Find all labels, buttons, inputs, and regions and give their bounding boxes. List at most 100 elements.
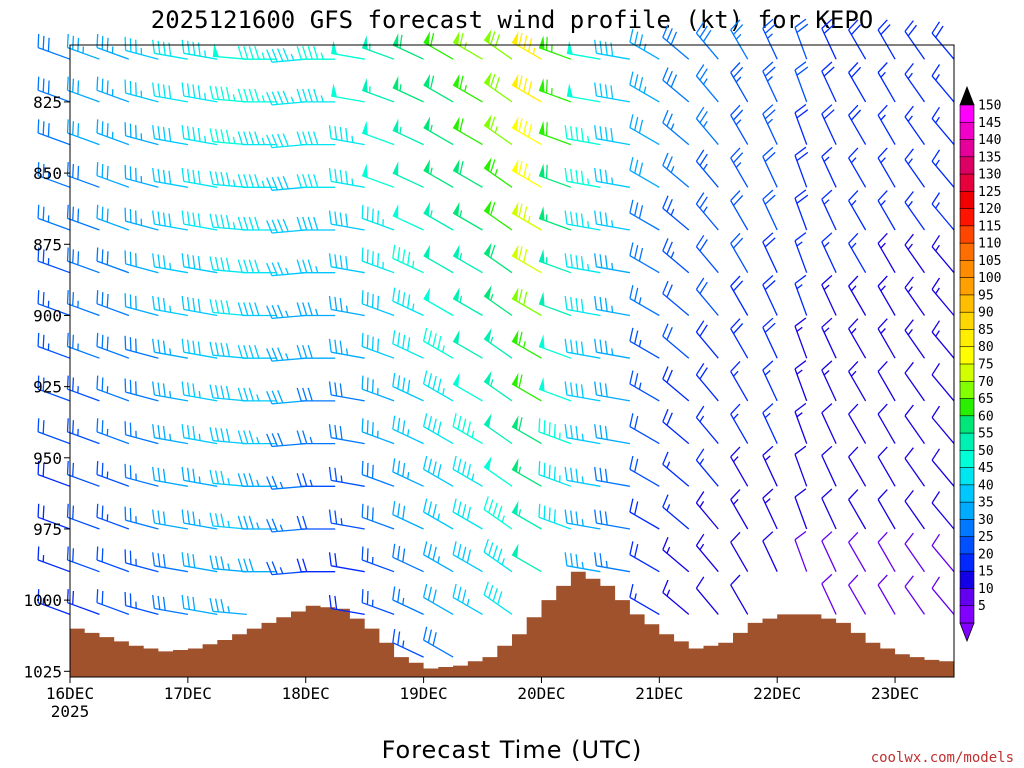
barb-full	[296, 430, 302, 444]
barb-half	[204, 50, 207, 58]
barb-full	[296, 473, 302, 487]
barb-staff	[271, 571, 306, 576]
barb-half	[850, 328, 857, 334]
barb-full	[124, 421, 127, 435]
barb-half	[256, 394, 260, 402]
barb-half	[666, 589, 671, 597]
wind-barb	[392, 118, 424, 146]
barb-full	[821, 573, 833, 585]
barb-full	[904, 575, 914, 587]
barb-full	[162, 84, 166, 98]
barb-staff	[931, 246, 955, 274]
barb-full	[225, 428, 231, 443]
wind-barb	[392, 33, 424, 60]
wind-barb	[152, 509, 189, 530]
barb-full	[422, 583, 428, 598]
barb-full	[186, 126, 190, 140]
barb-full	[427, 415, 433, 430]
barb-staff	[67, 217, 100, 231]
credit-link[interactable]: coolwx.com/models	[871, 750, 1014, 766]
wind-barb	[904, 532, 926, 573]
barb-full	[821, 445, 833, 456]
wind-barb	[695, 64, 719, 103]
barb-full	[296, 302, 302, 316]
barb-full	[518, 160, 523, 175]
barb-full	[794, 274, 807, 285]
wind-barb	[124, 335, 159, 359]
barb-full	[361, 290, 364, 304]
wind-barb	[695, 234, 719, 274]
barb-full	[427, 330, 433, 345]
barb-full	[570, 296, 573, 311]
barb-pennant	[392, 161, 399, 176]
wind-barb	[931, 234, 955, 274]
barb-half	[611, 220, 614, 228]
wind-barb	[124, 164, 159, 188]
barb-half	[204, 93, 207, 100]
barb-staff	[629, 297, 660, 317]
barb-full	[186, 425, 190, 439]
barb-full	[575, 554, 579, 568]
barb-full	[135, 210, 137, 225]
barb-pennant	[539, 334, 545, 349]
barb-full	[186, 595, 190, 610]
barb-staff	[877, 456, 896, 487]
barb-pennant	[512, 244, 519, 259]
barb-full	[313, 88, 319, 103]
barb-full	[248, 216, 254, 231]
barb-half	[232, 94, 236, 102]
barb-half	[605, 560, 608, 568]
colorbar-label: 115	[978, 219, 1001, 234]
barb-staff	[331, 351, 365, 359]
barb-staff	[662, 250, 690, 274]
barb-full	[152, 125, 156, 139]
wind-barb	[452, 159, 483, 188]
barb-staff	[662, 293, 690, 316]
barb-staff	[662, 506, 690, 530]
barb-full	[254, 302, 260, 316]
barb-staff	[183, 351, 218, 359]
barb-staff	[331, 479, 365, 487]
barb-full	[313, 174, 319, 188]
barb-full	[266, 348, 273, 362]
barb-half	[429, 124, 433, 132]
barb-full	[794, 530, 807, 541]
barb-staff	[566, 437, 601, 445]
wind-barb	[538, 418, 572, 445]
barb-staff	[931, 288, 955, 316]
barb-full	[794, 445, 807, 455]
barb-full	[764, 66, 776, 77]
barb-staff	[762, 412, 778, 444]
barb-full	[157, 211, 161, 226]
barb-half	[907, 72, 913, 79]
barb-full	[662, 323, 669, 337]
barb-full	[594, 381, 598, 396]
barb-full	[796, 109, 809, 119]
barb-full	[518, 75, 523, 90]
barb-full	[129, 550, 132, 565]
barb-half	[850, 370, 857, 377]
wind-barb	[452, 498, 483, 530]
colorbar-label: 15	[978, 565, 994, 580]
barb-staff	[566, 565, 601, 573]
barb-full	[361, 460, 364, 475]
barb-half	[471, 430, 475, 438]
wind-barb	[266, 518, 306, 533]
wind-barb	[266, 347, 306, 362]
barb-staff	[904, 159, 926, 188]
barb-full	[192, 383, 196, 397]
barb-half	[518, 466, 522, 474]
barb-staff	[423, 426, 454, 445]
barb-full	[796, 151, 809, 162]
barb-full	[599, 339, 603, 354]
barb-full	[328, 338, 332, 353]
wind-barb	[96, 33, 130, 60]
x-tick-label: 16DEC	[46, 684, 94, 703]
barb-full	[594, 125, 598, 139]
wind-barb	[152, 253, 189, 274]
barb-full	[730, 360, 741, 372]
barb-full	[186, 254, 190, 268]
barb-half	[638, 297, 642, 305]
barb-full	[666, 412, 673, 426]
